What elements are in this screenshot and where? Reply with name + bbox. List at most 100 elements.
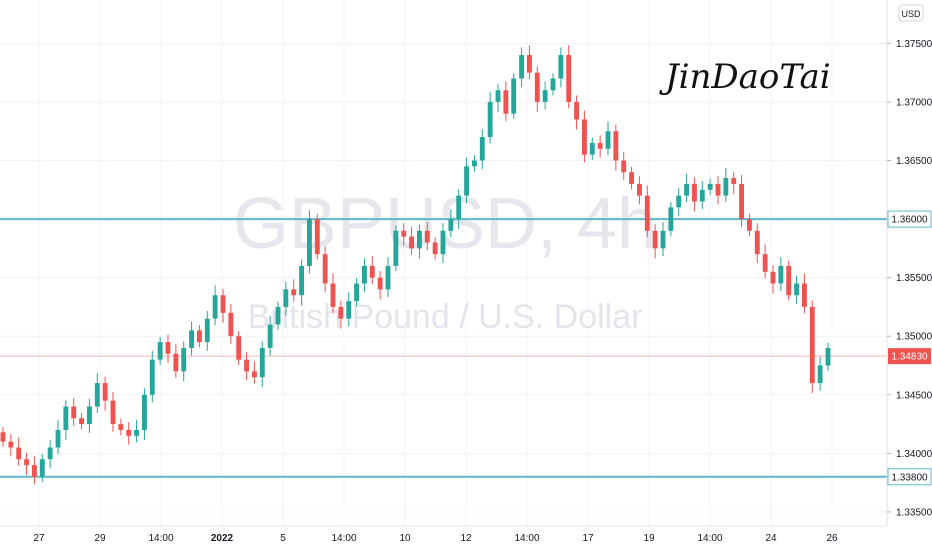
candle [817, 356, 823, 391]
candle [361, 258, 367, 293]
x-tick-label: 14:00 [697, 533, 722, 544]
last-price-label: 1.34830 [891, 352, 928, 363]
candle [94, 373, 100, 413]
candle-body [448, 219, 454, 231]
candle-body [652, 230, 658, 249]
candle-body [291, 289, 297, 296]
candle-body [503, 90, 509, 114]
candle-body [440, 230, 446, 255]
candle [605, 121, 611, 156]
x-tick-label: 12 [460, 533, 472, 544]
candle [691, 177, 697, 212]
candle-body [699, 189, 705, 202]
candle-body [566, 55, 572, 102]
candle-body [369, 265, 375, 278]
candle [196, 325, 202, 348]
candle [699, 180, 705, 210]
candle-body [149, 359, 155, 395]
candle [495, 83, 501, 112]
candle [621, 151, 627, 180]
candle [684, 173, 690, 203]
candle [228, 304, 234, 344]
candle [542, 81, 548, 110]
candle [409, 226, 415, 255]
x-tick-label: 27 [33, 533, 45, 544]
candle-body [228, 312, 234, 337]
candle-body [118, 424, 124, 430]
candle [464, 157, 470, 204]
candle-body [189, 330, 195, 348]
candle [786, 260, 792, 301]
candle-body [456, 195, 462, 220]
candle-body [574, 101, 580, 120]
candle [63, 400, 69, 440]
candle [212, 285, 218, 326]
candle-body [479, 137, 485, 161]
candle-body [550, 78, 556, 91]
candle [801, 273, 807, 314]
candle [291, 279, 297, 302]
candle-body [354, 283, 360, 302]
candle [236, 330, 242, 365]
price-axis[interactable]: 1.37500 1.37000 1.36500 1.35500 1.35000 1.345… [886, 0, 932, 526]
candle [487, 91, 493, 144]
candle-body [511, 78, 517, 114]
chart-grid [0, 0, 887, 526]
candle [369, 255, 375, 285]
candle-body [181, 347, 187, 372]
candle [299, 259, 305, 306]
candle-body [676, 195, 682, 208]
candle-body [597, 142, 603, 149]
candle [314, 213, 320, 260]
candle-body [471, 160, 477, 167]
candle [259, 341, 265, 388]
candle [534, 66, 540, 112]
candle-body [63, 406, 69, 430]
candle-body [762, 254, 768, 272]
candle [71, 397, 77, 426]
candle [204, 311, 210, 351]
horizontal-level-label: 1.33800 [891, 472, 928, 483]
currency-label[interactable]: USD [898, 4, 924, 22]
time-axis[interactable]: 27 29 14:00 2022 5 14:00 10 12 14:00 17 19 14:00 24 2… [0, 525, 887, 544]
candle-body [794, 283, 800, 296]
candle [636, 176, 642, 205]
x-tick-label: 14:00 [331, 533, 356, 544]
candle-body [746, 219, 752, 231]
candle-body [39, 459, 45, 477]
candle-body [487, 101, 493, 138]
x-tick-label: 2022 [211, 533, 234, 544]
signature: JinDaoTai [659, 57, 831, 97]
y-tick-label: 1.36500 [896, 156, 932, 167]
candle [660, 221, 666, 256]
candle-body [401, 230, 407, 237]
candle-body [660, 230, 666, 249]
candle-body [110, 400, 116, 425]
candle [723, 168, 729, 203]
candle-body [377, 277, 383, 290]
candle-body [330, 283, 336, 307]
candle-body [825, 347, 831, 366]
candle [157, 336, 163, 365]
candle-body [424, 230, 430, 243]
candle-body [47, 447, 53, 460]
candle [401, 223, 407, 246]
candle-body [71, 406, 77, 419]
candle [189, 321, 195, 356]
candle-body [173, 353, 179, 372]
x-tick-label: 5 [280, 533, 286, 544]
candle [416, 224, 422, 259]
candle [762, 244, 768, 279]
x-tick-label: 14:00 [148, 533, 173, 544]
candle [809, 300, 815, 394]
candle-body [267, 324, 273, 348]
candle-body [621, 160, 627, 173]
candle-body [86, 406, 92, 425]
candle [574, 95, 580, 130]
candle-body [519, 55, 525, 79]
candle [102, 376, 108, 411]
candle-body [361, 265, 367, 284]
candle-body [526, 55, 532, 73]
candle [0, 427, 6, 447]
